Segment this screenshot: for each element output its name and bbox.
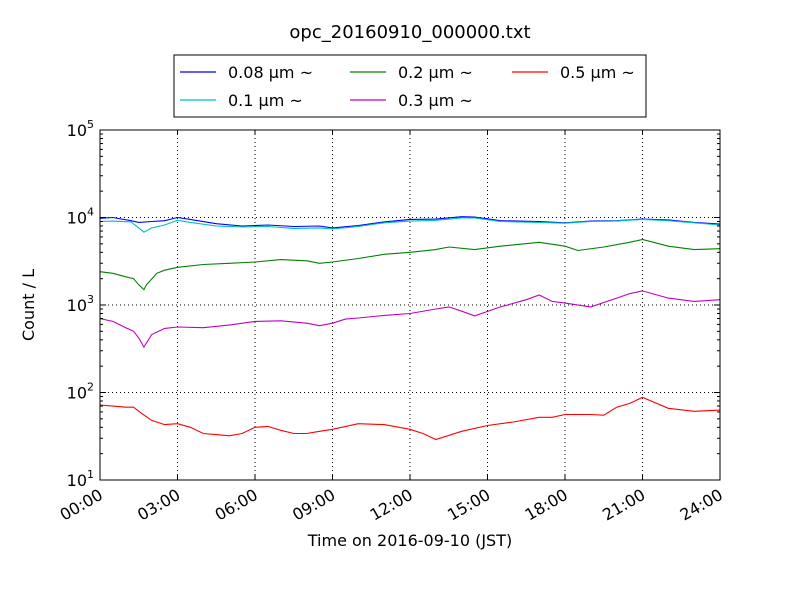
legend-label-1: 0.08 μm ~ [228, 63, 313, 82]
x-tick-label: 15:00 [444, 485, 493, 525]
legend-label-4: 0.3 μm ~ [398, 91, 473, 110]
series-line-3 [99, 238, 721, 291]
series-line-2 [99, 217, 721, 233]
grid-lines [100, 130, 720, 480]
y-tick-exponent: 3 [87, 293, 94, 306]
x-tick-label: 03:00 [134, 485, 183, 525]
y-tick-exponent: 4 [87, 206, 94, 219]
y-tick-base: 10 [67, 471, 87, 490]
y-tick-exponent: 5 [87, 118, 94, 131]
x-tick-label: 12:00 [367, 485, 416, 525]
y-tick-label: 104 [67, 206, 94, 228]
legend-frame [173, 54, 647, 118]
legend-label-2: 0.1 μm ~ [228, 91, 303, 110]
y-tick-base: 10 [67, 296, 87, 315]
legend-label-3: 0.2 μm ~ [398, 63, 473, 82]
plot-frame [99, 129, 721, 481]
series-line-4 [99, 290, 721, 349]
plot-area [99, 129, 721, 481]
y-tick-label: 103 [67, 293, 94, 315]
y-tick-label: 102 [67, 381, 94, 403]
x-tick-label: 00:00 [57, 485, 106, 525]
x-axis-label: Time on 2016-09-10 (JST) [307, 531, 512, 550]
legend: 0.08 μm ~ 0.1 μm ~ 0.2 μm ~ 0.3 μm ~ 0.5 μm … [173, 54, 647, 118]
legend-label-5: 0.5 μm ~ [560, 63, 635, 82]
y-tick-label: 101 [67, 468, 94, 490]
x-tick-label: 06:00 [212, 485, 261, 525]
y-tick-base: 10 [67, 209, 87, 228]
series-line-5 [99, 396, 721, 441]
x-axis-tick-labels: 00:00 03:00 06:00 09:00 12:00 15:00 18:00 21:00… [57, 485, 726, 525]
x-tick-label: 18:00 [522, 485, 571, 525]
y-tick-base: 10 [67, 121, 87, 140]
y-tick-exponent: 1 [87, 468, 94, 481]
x-tick-label: 09:00 [289, 485, 338, 525]
y-tick-base: 10 [67, 384, 87, 403]
x-tick-label: 21:00 [599, 485, 648, 525]
y-tick-label: 105 [67, 118, 94, 140]
x-tick-label: 24:00 [677, 485, 726, 525]
y-axis-label: Count / L [19, 269, 38, 341]
y-tick-exponent: 2 [87, 381, 94, 394]
series-layer [99, 216, 721, 441]
chart-title: opc_20160910_000000.txt [289, 22, 530, 43]
